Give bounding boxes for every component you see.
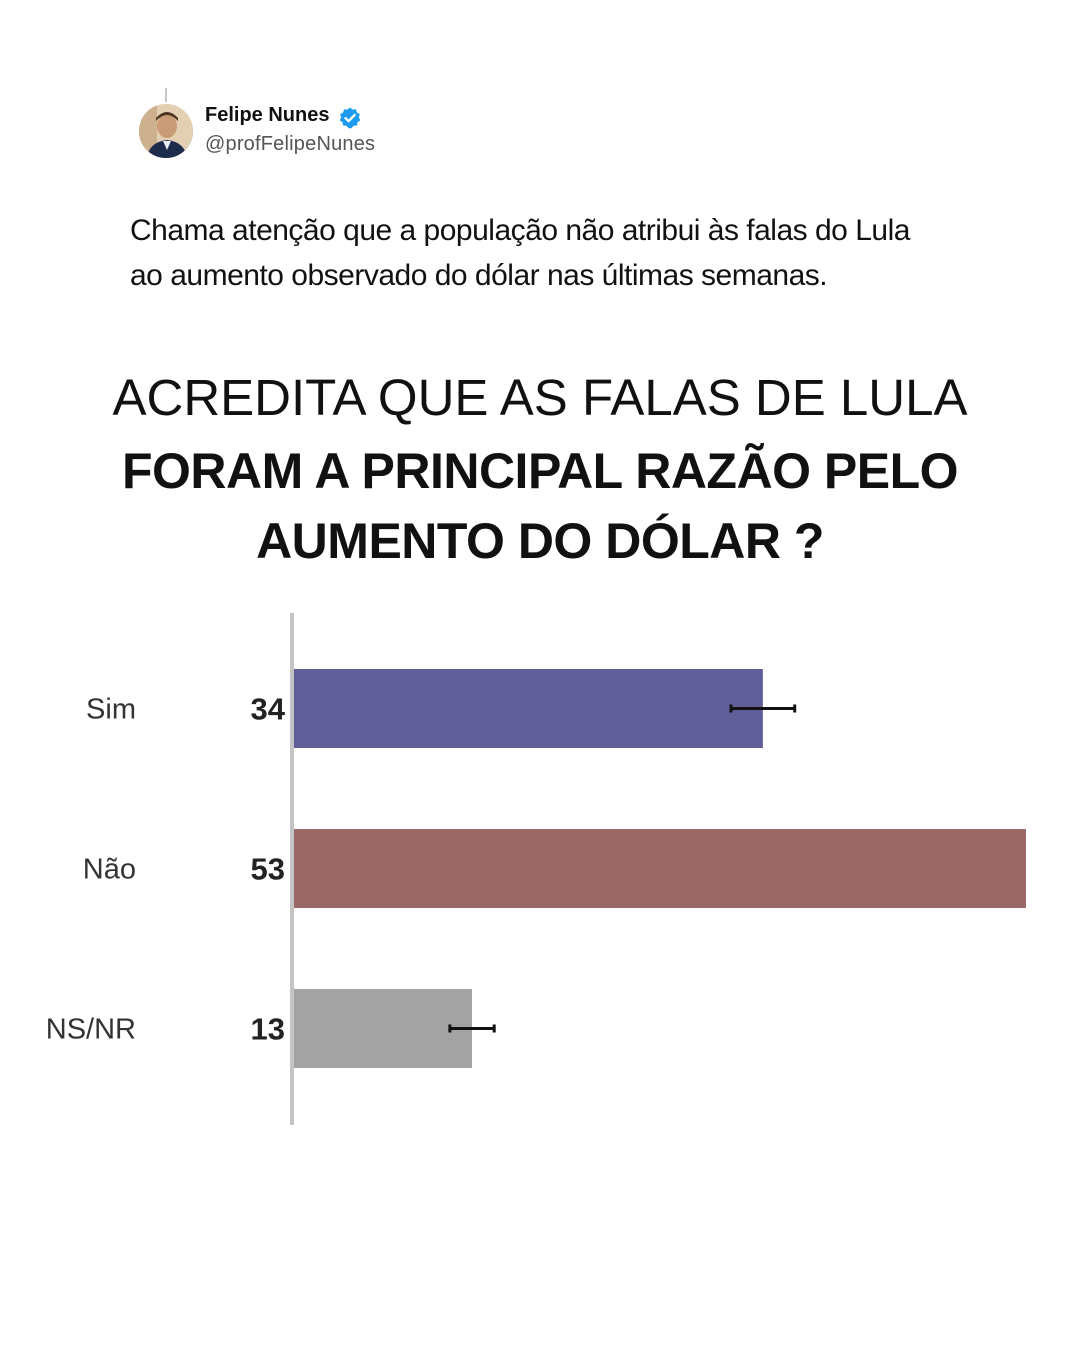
error-bar (448, 1024, 496, 1033)
chart-title-line: ACREDITA QUE AS FALAS DE LULA (112, 369, 968, 426)
user-name[interactable]: Felipe Nunes (205, 104, 330, 126)
verified-badge-icon (339, 107, 361, 129)
chart-title-line: AUMENTO DO DÓLAR ? (256, 513, 824, 569)
tweet-text-line: Chama atenção que a população não atribu… (130, 214, 910, 247)
error-bar (729, 704, 797, 713)
tweet-text-line: ao aumento observado do dólar nas última… (130, 259, 828, 292)
profile-photo-icon (139, 104, 193, 158)
tweet-text: Chama atenção que a população não atribu… (130, 208, 950, 298)
chart-title: ACREDITA QUE AS FALAS DE LULA FORAM A PR… (0, 368, 1080, 576)
chart-title-line: FORAM A PRINCIPAL RAZÃO PELO (122, 443, 959, 499)
bar-ns-nr (292, 989, 473, 1068)
category-label: Sim (86, 694, 136, 726)
value-label: 34 (251, 692, 286, 727)
category-label: NS/NR (46, 1014, 136, 1046)
category-label: Não (83, 854, 136, 886)
value-label: 53 (251, 852, 285, 887)
avatar[interactable] (139, 104, 193, 158)
thread-connector (165, 88, 167, 102)
bar-sim (292, 669, 763, 748)
bar-n-o (292, 829, 1026, 908)
user-handle[interactable]: @profFelipeNunes (205, 133, 376, 155)
value-label: 13 (251, 1012, 285, 1047)
bar-chart: Sim 34 Não 53 NS/NR 13 (46, 613, 1026, 1125)
